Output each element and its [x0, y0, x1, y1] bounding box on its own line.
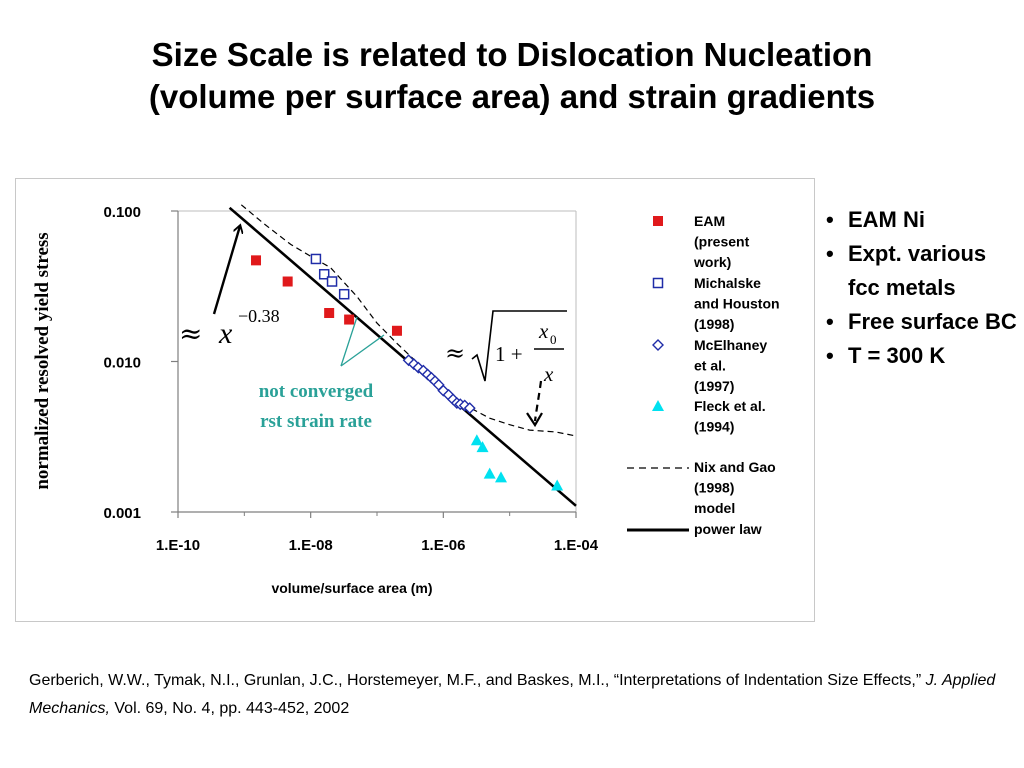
slide-title: Size Scale is related to Dislocation Nuc…	[0, 34, 1024, 118]
bullet-item: • T = 300 K	[826, 339, 1021, 373]
not-converged-label-line-2: rst strain rate	[260, 411, 372, 432]
legend-label: and Houston	[694, 296, 780, 312]
data-point-filled-triangle	[476, 441, 489, 453]
legend-label: (1998)	[694, 316, 734, 332]
legend-label: (1997)	[694, 378, 734, 394]
nix-gao-arrowhead	[526, 412, 543, 428]
data-point-filled-triangle	[551, 479, 564, 491]
legend-label: Nix and Gao	[694, 459, 776, 475]
nix-gao-numerator-subscript: 0	[550, 332, 557, 347]
bullet-item: • EAM Ni	[826, 203, 1021, 237]
legend-label: (present	[694, 234, 750, 250]
nix-gao-annotation-arrow	[533, 380, 543, 422]
x-tick-label: 1.E-08	[289, 537, 333, 554]
size-scale-chart: 1.E-10 1.E-08 1.E-06 1.E-040.1000.0100.001 …	[32, 204, 780, 596]
legend-label: EAM	[694, 213, 725, 229]
legend-label: (1998)	[694, 480, 734, 496]
power-law-exponent: −0.38	[238, 306, 280, 326]
power-law-fit-line	[228, 206, 577, 507]
legend-label: Michalske	[694, 275, 761, 291]
legend-key-open-diamond	[652, 339, 664, 351]
citation-volume: Vol. 69, No. 4, pp. 443-452, 2002	[114, 700, 350, 717]
legend-label: work)	[693, 254, 731, 270]
data-point-filled-square	[391, 325, 402, 336]
not-converged-pointer-right	[340, 334, 385, 367]
data-point-filled-triangle	[470, 434, 483, 446]
y-axis-label: normalized resolved yield stress	[32, 232, 53, 489]
power-law-base: x	[218, 317, 233, 350]
legend-label: model	[694, 500, 735, 516]
data-point-open-diamond	[463, 402, 476, 415]
data-point-open-square	[318, 268, 330, 280]
legend-label: Fleck et al.	[694, 398, 766, 414]
bullet-dot-icon: •	[826, 207, 834, 232]
bullet-text: EAM Ni	[848, 207, 925, 232]
legend-label: power law	[694, 521, 762, 537]
bullet-text: Expt. various fcc metals	[848, 241, 987, 300]
y-tick-label: 0.001	[103, 505, 141, 522]
not-converged-pointer-left	[340, 316, 358, 367]
citation-authors-title: Gerberich, W.W., Tymak, N.I., Grunlan, J…	[29, 672, 922, 689]
bullet-dot-icon: •	[826, 343, 834, 368]
legend-label: et al.	[694, 358, 726, 374]
bullet-item: • Free surface BC	[826, 305, 1021, 339]
legend-key-filled-square	[653, 216, 663, 226]
data-point-filled-square	[282, 276, 293, 287]
citation-journal: J. Applied Mechanics,	[29, 672, 996, 717]
data-point-filled-square	[251, 255, 262, 266]
bullet-dot-icon: •	[826, 309, 834, 334]
power-law-annotation-arrow	[212, 226, 240, 315]
data-point-filled-triangle	[494, 471, 507, 483]
x-tick-label: 1.E-06	[421, 537, 465, 554]
bullet-text: Free surface BC	[848, 309, 1017, 334]
legend-key-filled-triangle	[652, 400, 664, 411]
x-tick-label: 1.E-10	[156, 537, 200, 554]
data-point-open-square	[310, 253, 322, 265]
nix-gao-one-plus: 1 +	[495, 342, 523, 366]
nix-gao-denominator: x	[543, 362, 554, 386]
citation: Gerberich, W.W., Tymak, N.I., Grunlan, J…	[29, 667, 1009, 723]
data-point-filled-square	[344, 314, 355, 325]
legend-label: (1994)	[694, 419, 734, 435]
data-point-filled-triangle	[483, 467, 496, 479]
legend-label: McElhaney	[694, 337, 767, 353]
y-tick-label: 0.100	[103, 204, 141, 221]
bullet-text: T = 300 K	[848, 343, 946, 368]
slide-title-line-2: (volume per surface area) and strain gra…	[148, 78, 876, 115]
data-point-filled-square	[324, 308, 335, 319]
bullet-item: • Expt. various fcc metals	[826, 237, 1021, 305]
data-point-open-square	[338, 288, 350, 300]
bullet-list: • EAM Ni • Expt. various fcc metals • Free …	[826, 203, 1021, 373]
nix-gao-radical-sign	[471, 310, 567, 382]
nix-gao-model-curve	[240, 204, 577, 437]
data-point-open-square	[326, 276, 338, 287]
bullet-dot-icon: •	[826, 241, 834, 266]
nix-gao-approx-symbol: ≈	[445, 339, 465, 367]
y-tick-label: 0.010	[103, 355, 141, 372]
chart-frame: 1.E-10 1.E-08 1.E-06 1.E-04 0.100 0.010 0.001 …	[15, 178, 815, 622]
x-axis-label: volume/surface area (m)	[271, 580, 432, 596]
nix-gao-numerator: x	[538, 319, 549, 343]
not-converged-label-line-1: not converged	[259, 381, 374, 402]
slide-title-line-1: Size Scale is related to Dislocation Nuc…	[151, 36, 873, 73]
data-point-open-diamond	[402, 354, 415, 367]
legend-key-open-square	[652, 277, 664, 289]
x-tick-label: 1.E-04	[554, 537, 599, 554]
power-law-approx-symbol: ≈	[179, 317, 202, 350]
